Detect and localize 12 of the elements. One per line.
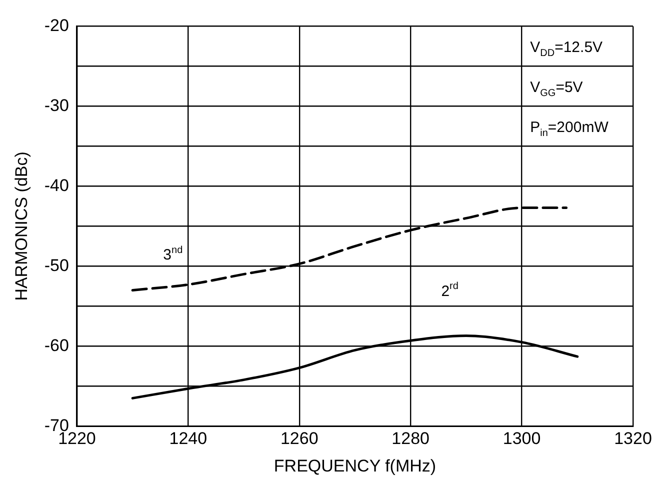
x-tick-label: 1320 (614, 429, 652, 448)
y-tick-label: -30 (44, 96, 69, 115)
y-tick-label: -60 (44, 336, 69, 355)
x-tick-label: 1240 (169, 429, 208, 448)
x-tick-label: 1300 (502, 429, 541, 448)
y-tick-label: -40 (44, 176, 69, 195)
y-tick-label: -20 (44, 16, 69, 35)
x-tick-label: 1260 (280, 429, 318, 448)
x-tick-label: 1280 (392, 429, 430, 448)
y-tick-label: -50 (44, 256, 69, 275)
y-axis-title: HARMONICS (dBc) (12, 152, 31, 301)
x-axis-title: FREQUENCY f(MHz) (274, 456, 436, 476)
